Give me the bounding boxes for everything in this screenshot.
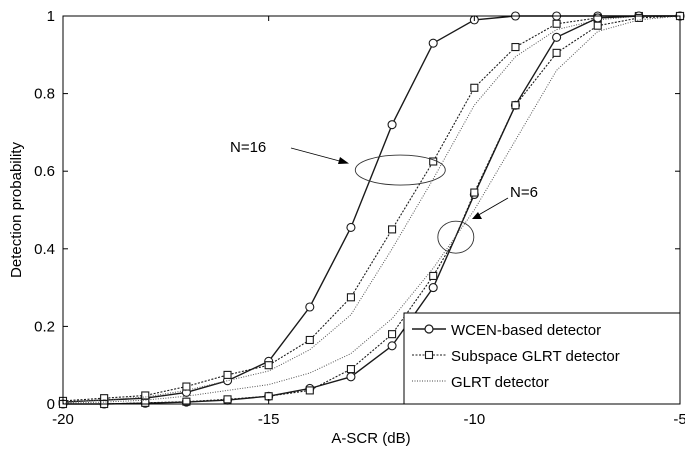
- y-axis-label: Detection probability: [8, 142, 25, 278]
- annotation-n16: N=16: [230, 139, 266, 156]
- ellipse-n16: [354, 154, 446, 186]
- data-point-n-16-subspace-glrt-detector: [346, 293, 355, 302]
- legend-label-glrt: GLRT detector: [451, 374, 549, 391]
- data-point-n-6-subspace-glrt-detector: [429, 271, 438, 281]
- data-point-n-16-subspace-glrt-detector: [511, 42, 520, 52]
- data-point-n-6-subspace-glrt-detector: [264, 392, 273, 401]
- data-point-n-16-wcen-based-detector: [346, 222, 356, 233]
- arrow-n6: [474, 197, 509, 218]
- arrow-n16: [290, 147, 348, 164]
- data-point-n-16-subspace-glrt-detector: [223, 370, 232, 379]
- data-point-n-6-subspace-glrt-detector: [634, 13, 643, 22]
- legend-marker-subspace: [424, 350, 434, 360]
- data-point-n-6-subspace-glrt-detector: [511, 101, 520, 110]
- data-point-n-6-wcen-based-detector: [387, 341, 397, 351]
- data-point-n-16-wcen-based-detector: [428, 38, 438, 48]
- y-tick-label: 0.8: [34, 86, 55, 103]
- y-tick-label: 0.6: [34, 163, 55, 180]
- arrowhead-n6: [472, 212, 482, 219]
- data-point-n-6-subspace-glrt-detector: [346, 365, 355, 374]
- series-line-n-16-subspace-glrt-detector: [62, 15, 680, 402]
- legend-label-wcen: WCEN-based detector: [451, 322, 601, 339]
- data-point-n-6-subspace-glrt-detector: [593, 21, 602, 30]
- data-point-n-6-wcen-based-detector: [346, 372, 356, 382]
- data-point-n-6-subspace-glrt-detector: [552, 48, 561, 57]
- x-tick-label: -20: [52, 411, 74, 428]
- plot-frame: [62, 15, 681, 405]
- data-point-n-16-wcen-based-detector: [305, 302, 315, 312]
- data-point-n-16-subspace-glrt-detector: [182, 382, 191, 391]
- x-tick-label: -10: [463, 411, 485, 428]
- data-point-n-16-subspace-glrt-detector: [470, 83, 479, 92]
- legend-marker-wcen: [424, 324, 434, 334]
- data-point-n-16-subspace-glrt-detector: [552, 19, 561, 28]
- data-point-n-16-subspace-glrt-detector: [141, 391, 150, 400]
- x-axis-label: A-SCR (dB): [331, 430, 410, 447]
- data-point-n-6-subspace-glrt-detector: [223, 395, 232, 404]
- legend: WCEN-based detector Subspace GLRT detect…: [403, 312, 681, 405]
- data-point-n-6-wcen-based-detector: [552, 32, 562, 42]
- data-point-n-6-subspace-glrt-detector: [470, 188, 479, 197]
- ellipse-n6: [437, 220, 475, 254]
- arrowhead-n16: [338, 157, 349, 164]
- x-tick-label: -15: [258, 411, 280, 428]
- data-point-n-16-subspace-glrt-detector: [305, 335, 314, 345]
- data-point-n-6-subspace-glrt-detector: [141, 398, 150, 407]
- data-point-n-6-wcen-based-detector: [428, 283, 438, 293]
- data-point-n-6-subspace-glrt-detector: [388, 330, 397, 339]
- series-line-n-6-glrt-detector: [62, 15, 681, 404]
- data-point-n-16-wcen-based-detector: [387, 120, 397, 130]
- y-tick-label: 0.4: [34, 241, 55, 258]
- y-tick-label: 0.2: [34, 318, 55, 335]
- legend-label-subspace: Subspace GLRT detector: [451, 348, 620, 365]
- series-line-n-16-glrt-detector: [62, 15, 680, 403]
- data-point-n-16-subspace-glrt-detector: [388, 225, 397, 234]
- y-tick-label: 0: [47, 396, 55, 413]
- data-point-n-6-subspace-glrt-detector: [305, 386, 314, 395]
- x-tick-label: -5: [673, 411, 685, 428]
- data-point-n-16-subspace-glrt-detector: [264, 361, 273, 370]
- y-tick-label: 1: [47, 8, 55, 25]
- annotation-n6: N=6: [510, 184, 538, 201]
- data-point-n-6-subspace-glrt-detector: [182, 397, 191, 406]
- data-point-n-6-wcen-based-detector: [593, 13, 603, 23]
